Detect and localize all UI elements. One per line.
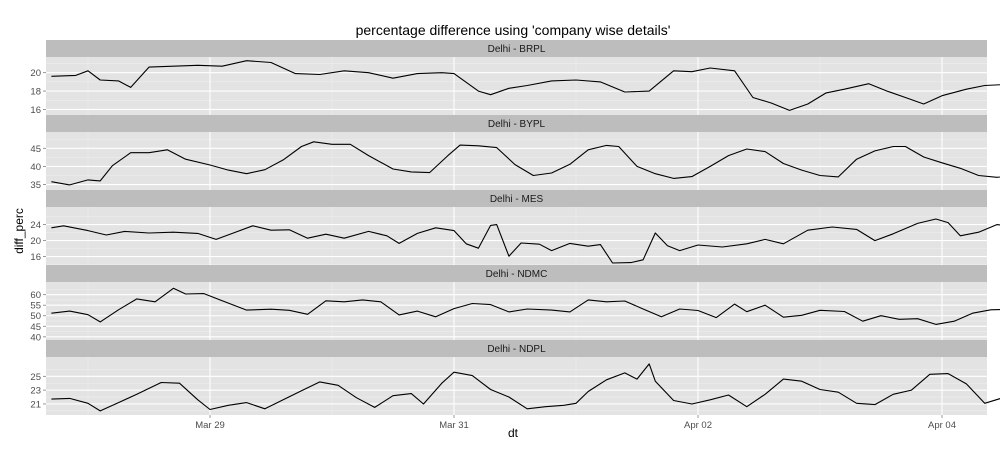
y-tick-label: 40 bbox=[30, 162, 41, 173]
facet-strip-label: Delhi - NDMC bbox=[486, 269, 548, 280]
y-tick-label: 35 bbox=[30, 180, 41, 191]
y-tick-label: 18 bbox=[30, 87, 41, 98]
x-tick-label: Apr 02 bbox=[684, 420, 712, 431]
chart-title: percentage difference using 'company wis… bbox=[356, 22, 671, 38]
y-tick-label: 45 bbox=[30, 322, 41, 333]
y-tick-label: 21 bbox=[30, 399, 41, 410]
y-tick-label: 23 bbox=[30, 386, 41, 397]
series-line bbox=[51, 60, 1000, 111]
x-tick-label: Mar 31 bbox=[439, 420, 469, 431]
y-tick-label: 25 bbox=[30, 372, 41, 383]
panel-background bbox=[46, 57, 987, 115]
series-line bbox=[51, 218, 1000, 264]
series-line bbox=[51, 363, 1000, 412]
y-tick-label: 20 bbox=[30, 68, 41, 79]
series-line bbox=[51, 141, 1000, 186]
x-tick-label: Apr 04 bbox=[928, 420, 956, 431]
facet-panel: Delhi - MES 16 20 24 bbox=[30, 190, 1000, 265]
x-axis: Mar 29 Mar 31 Apr 02 Apr 04 bbox=[195, 415, 956, 431]
facet-strip bbox=[46, 40, 987, 57]
facet-strip-label: Delhi - BRPL bbox=[488, 44, 546, 55]
y-tick-label: 20 bbox=[30, 236, 41, 247]
y-tick-label: 60 bbox=[30, 290, 41, 301]
facet-strip-label: Delhi - NDPL bbox=[487, 344, 546, 355]
facet-panel: Delhi - BRPL 16 18 20 bbox=[30, 40, 1000, 116]
facet-panel: Delhi - BYPL 35 40 45 bbox=[30, 115, 1000, 191]
facet-strip-label: Delhi - MES bbox=[490, 194, 544, 205]
panel-background bbox=[46, 132, 987, 190]
facet-strip bbox=[46, 190, 987, 207]
y-tick-label: 16 bbox=[30, 252, 41, 263]
y-axis-title: diff_perc bbox=[12, 208, 26, 254]
facet-strip bbox=[46, 340, 987, 357]
y-tick-label: 24 bbox=[30, 220, 41, 231]
x-tick-label: Mar 29 bbox=[195, 420, 225, 431]
facet-strip bbox=[46, 115, 987, 132]
panel-background bbox=[46, 357, 987, 415]
facet-strip-label: Delhi - BYPL bbox=[488, 119, 546, 130]
series-line bbox=[51, 287, 1000, 325]
facet-panel: Delhi - NDPL 21 23 25 bbox=[30, 340, 1000, 415]
y-tick-label: 16 bbox=[30, 105, 41, 116]
x-axis-title: dt bbox=[508, 426, 519, 440]
y-tick-label: 40 bbox=[30, 332, 41, 343]
y-tick-label: 50 bbox=[30, 311, 41, 322]
y-tick-label: 45 bbox=[30, 144, 41, 155]
facet-strip bbox=[46, 265, 987, 282]
y-tick-label: 55 bbox=[30, 301, 41, 312]
